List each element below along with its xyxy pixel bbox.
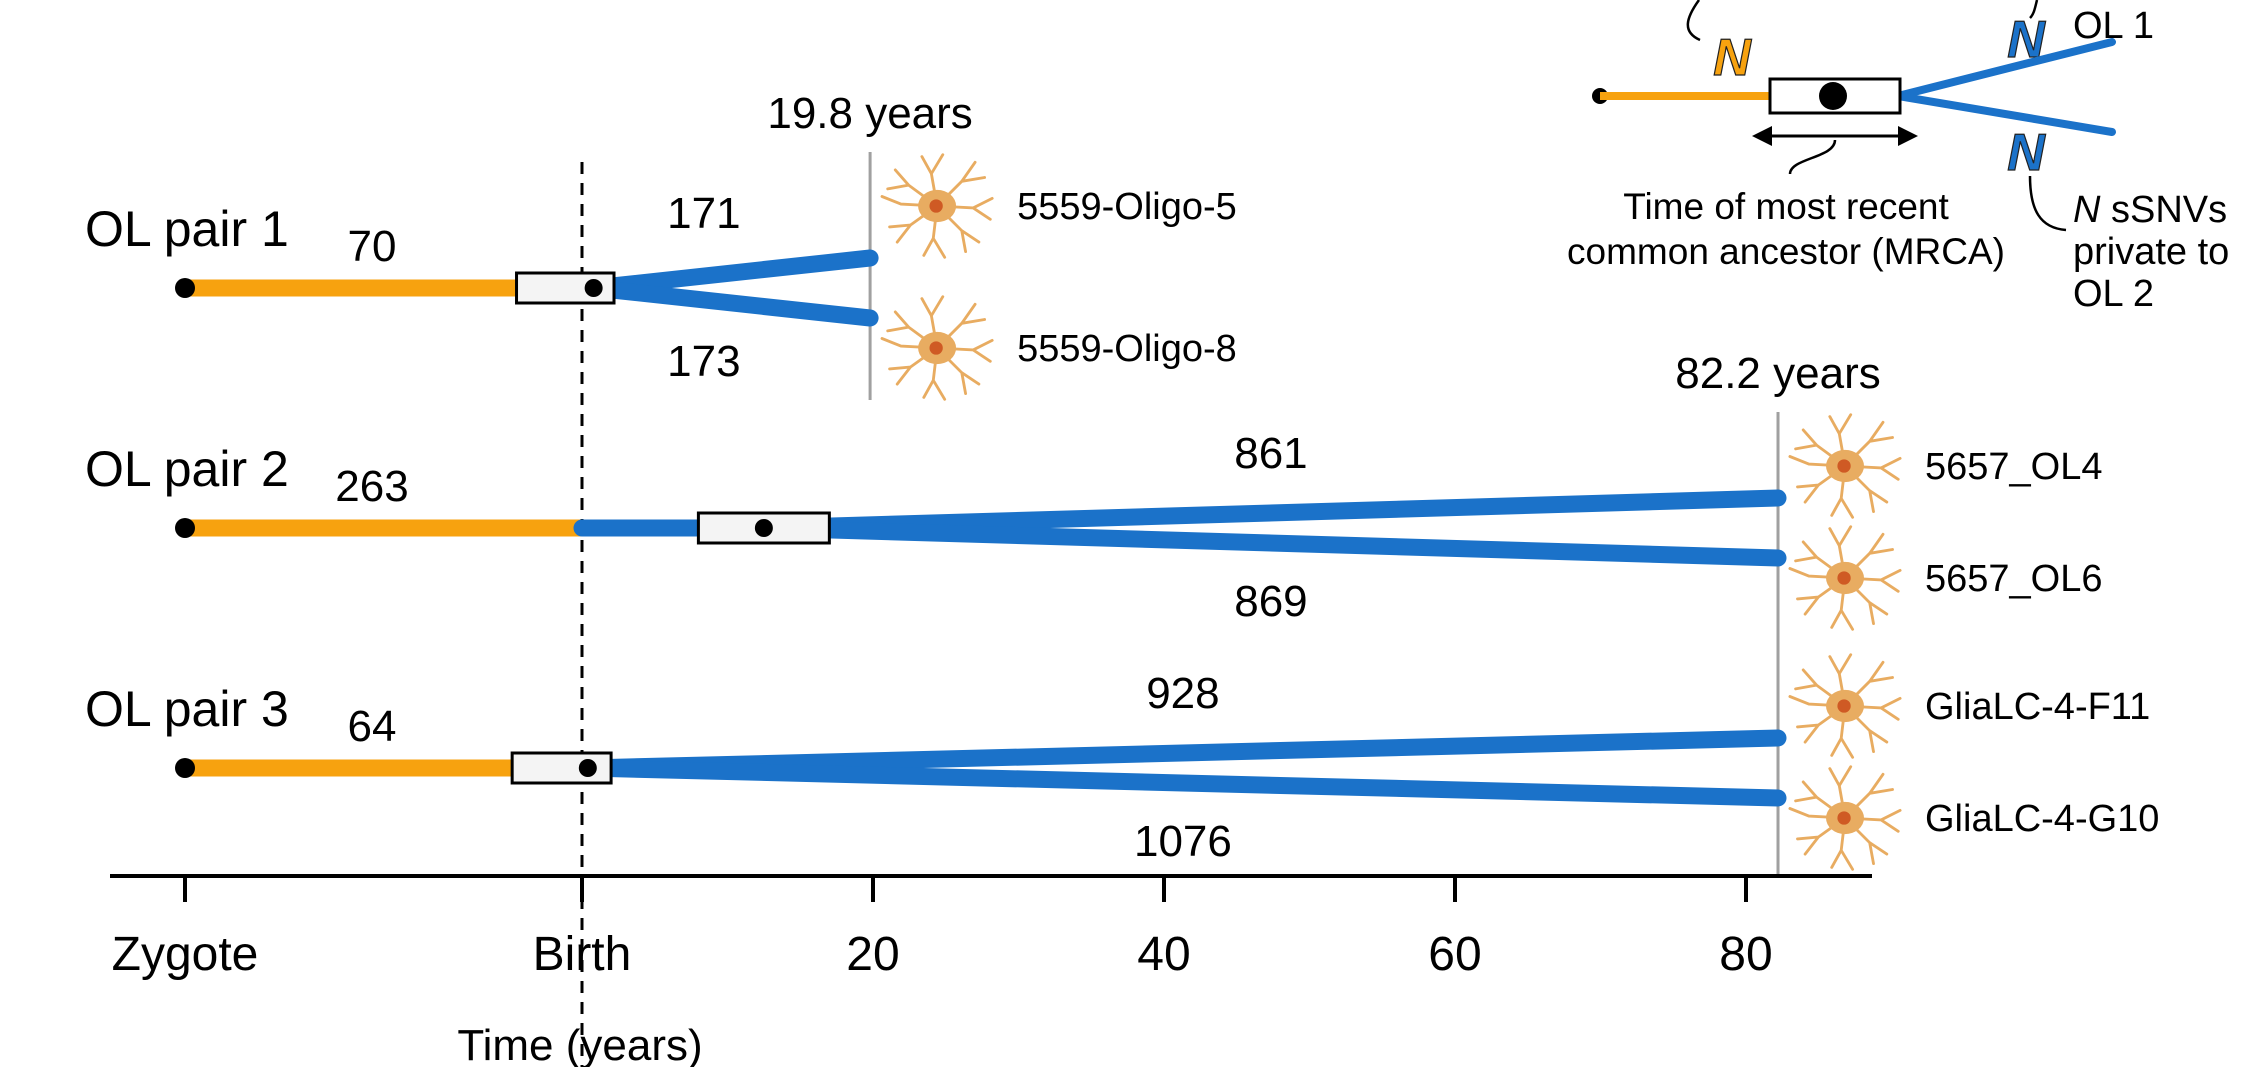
- mrca-point: [584, 279, 603, 297]
- pair-label: OL pair 3: [85, 681, 289, 737]
- legend-private-branch-top: [1894, 38, 2116, 100]
- zygote-dot: [175, 278, 195, 298]
- cell-name: 5559-Oligo-5: [1017, 186, 1237, 228]
- pair-label: OL pair 2: [85, 441, 289, 497]
- oligodendrocyte-icon: [1788, 525, 1902, 631]
- lineage-pairs: OL pair 1 70 171 173 5559-Oligo-5 5559-Oligo-…: [85, 153, 2159, 871]
- private-branch-2: [585, 279, 879, 327]
- private-branch-1: [755, 489, 1787, 537]
- x-tick-label: 40: [1137, 928, 1190, 981]
- legend-private-label-line-2: private to: [2073, 231, 2229, 273]
- shared-ssnv-count: 263: [335, 462, 408, 511]
- legend-private-leader: [2028, 175, 2067, 232]
- legend-leader-top-right: [2029, 0, 2039, 19]
- legend-mrca-label-line-2: common ancestor (MRCA): [1567, 231, 2005, 272]
- private-ssnv-count-2: 1076: [1134, 817, 1232, 866]
- legend-schematic: N N N OL 1 Time of most recent common an…: [1567, 0, 2229, 315]
- legend-mrca-label-line-1: Time of most recent: [1623, 186, 1949, 227]
- x-tick-label: Zygote: [112, 928, 259, 981]
- cell-name: 5657_OL4: [1925, 446, 2103, 488]
- private-branch-1: [585, 249, 879, 297]
- legend-private-branch-bottom: [1894, 92, 2116, 136]
- oligodendrocyte-icon: [880, 295, 994, 401]
- oligodendrocyte-icon: [1788, 413, 1902, 519]
- shared-ssnv-count: 70: [348, 222, 397, 271]
- zygote-dot: [175, 518, 195, 538]
- private-branch-2: [755, 519, 1787, 567]
- oligodendrocyte-icon: [1788, 765, 1902, 871]
- oligodendrocyte-icon: [880, 153, 994, 259]
- x-axis-label: Time (years): [457, 1021, 702, 1067]
- legend-n-shared: N: [1713, 29, 1752, 87]
- mrca-point: [578, 759, 597, 777]
- private-branch-1: [579, 729, 1787, 777]
- shared-ssnv-count: 64: [348, 702, 397, 751]
- cell-name: GliaLC-4-G10: [1925, 798, 2159, 840]
- legend-private-n: N: [2073, 189, 2101, 231]
- private-branch-2: [579, 759, 1787, 807]
- private-ssnv-count-1: 928: [1146, 669, 1219, 718]
- mrca-interval-box: [510, 751, 613, 785]
- x-axis: Zygote Birth 20 40 60 80: [110, 874, 1872, 981]
- private-ssnv-count-2: 173: [667, 337, 740, 386]
- legend-arrowhead-left: [1752, 126, 1772, 146]
- private-ssnv-count-1: 171: [667, 189, 740, 238]
- legend-arrowhead-right: [1898, 126, 1918, 146]
- legend-private-label-line-1: N sSNVs: [2073, 189, 2227, 231]
- age-label-2: 82.2 years: [1675, 349, 1880, 398]
- legend-private-label-line-3: OL 2: [2073, 273, 2154, 315]
- legend-private-ssnvs: sSNVs: [2100, 189, 2227, 231]
- x-tick-label: 80: [1719, 928, 1772, 981]
- age-label-1: 19.8 years: [767, 89, 972, 138]
- x-tick-label: Birth: [533, 928, 632, 981]
- private-ssnv-count-1: 861: [1234, 429, 1307, 478]
- pair-label: OL pair 1: [85, 201, 289, 257]
- cell-name: GliaLC-4-F11: [1925, 686, 2150, 728]
- cell-name: 5657_OL6: [1925, 558, 2103, 600]
- oligodendrocyte-icon: [1788, 653, 1902, 759]
- x-tick-label: 20: [846, 928, 899, 981]
- legend-n-private-bottom: N: [2007, 124, 2046, 182]
- age-lines: 19.8 years 82.2 years: [767, 89, 1881, 874]
- zygote-dot: [175, 758, 195, 778]
- ol-pair-3: OL pair 3 64 928 1076 GliaLC-4-F11 GliaLC-4-G…: [85, 653, 2159, 871]
- ol-pair-2: OL pair 2 263 861 869 5657_OL4 5657_OL6: [85, 413, 2103, 631]
- legend-leader-top-left: [1686, 0, 1701, 42]
- mrca-point: [754, 519, 773, 537]
- ol-pair-1: OL pair 1 70 171 173 5559-Oligo-5 5559-Oligo-…: [85, 153, 1237, 401]
- legend-mrca-dot: [1819, 82, 1847, 110]
- legend-mrca-leader: [1788, 139, 1837, 175]
- x-tick-label: 60: [1428, 928, 1481, 981]
- cell-name: 5559-Oligo-8: [1017, 328, 1237, 370]
- private-ssnv-count-2: 869: [1234, 577, 1307, 626]
